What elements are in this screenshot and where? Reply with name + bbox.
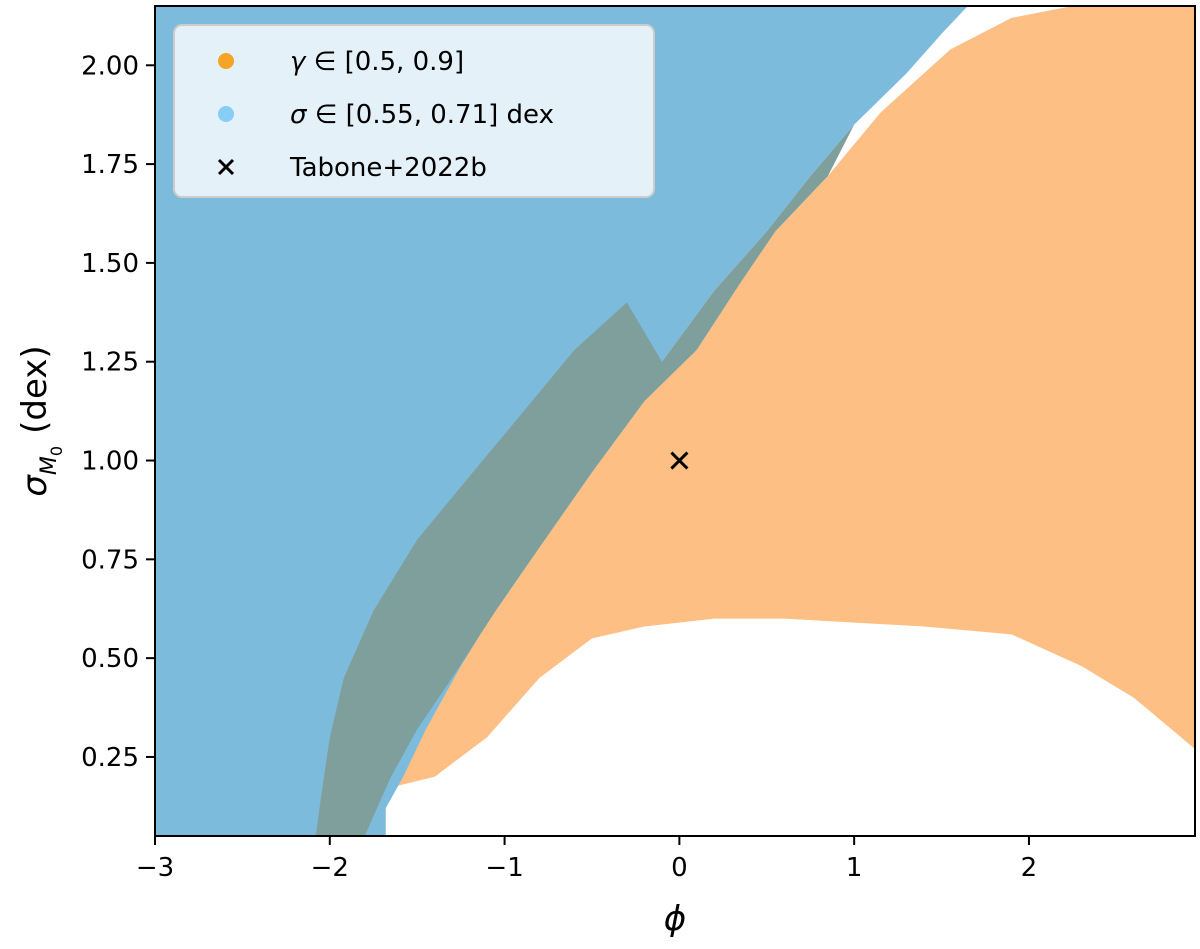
- y-tick-label: 0.25: [81, 743, 139, 773]
- x-tick-label: −2: [311, 853, 349, 883]
- region-overlap: [315, 124, 855, 836]
- axes-frame: [154, 5, 1196, 837]
- legend-marker-dot: [218, 106, 234, 122]
- plot-area: [155, 6, 1195, 836]
- y-tick-label: 1.25: [81, 348, 139, 378]
- legend-label: σ ∈ [0.55, 0.71] dex: [290, 100, 554, 130]
- legend-marker-dot: [218, 53, 234, 69]
- legend: γ ∈ [0.5, 0.9] σ ∈ [0.55, 0.71] dex Tabone…: [173, 24, 655, 198]
- legend-box: [173, 24, 655, 198]
- legend-label: Tabone+2022b: [289, 153, 487, 183]
- x-tick-label: 1: [846, 853, 863, 883]
- y-tick-label: 1.75: [81, 150, 139, 180]
- axes: −3 −2 −1 0 1 2 0.25 0.50 0.75 1.00 1.25 1.50 1.75 2.0…: [81, 5, 1196, 883]
- x-tick-label: 2: [1021, 853, 1038, 883]
- x-tick-label: −1: [485, 853, 523, 883]
- y-axis-subscript: M: [37, 456, 62, 475]
- region-gamma: [364, 6, 1195, 836]
- y-tick-label: 1.00: [81, 447, 139, 477]
- tabone-point-marker: [670, 451, 689, 470]
- y-tick-label: 0.50: [81, 644, 139, 674]
- x-axis-title: ϕ: [664, 899, 686, 939]
- y-axis-symbol: σ: [15, 474, 55, 497]
- y-tick-label: 2.00: [81, 51, 139, 81]
- x-tick-label: 0: [671, 853, 688, 883]
- y-axis-unit: (dex): [15, 345, 55, 434]
- x-tick-label: −3: [136, 853, 174, 883]
- y-tick-label: 0.75: [81, 545, 139, 575]
- legend-marker-cross: [217, 158, 235, 176]
- y-axis-subsubscript: 0: [47, 446, 66, 456]
- legend-label: γ ∈ [0.5, 0.9]: [290, 47, 464, 77]
- y-tick-label: 1.50: [81, 249, 139, 279]
- y-axis-title: σM0 (dex): [15, 345, 66, 496]
